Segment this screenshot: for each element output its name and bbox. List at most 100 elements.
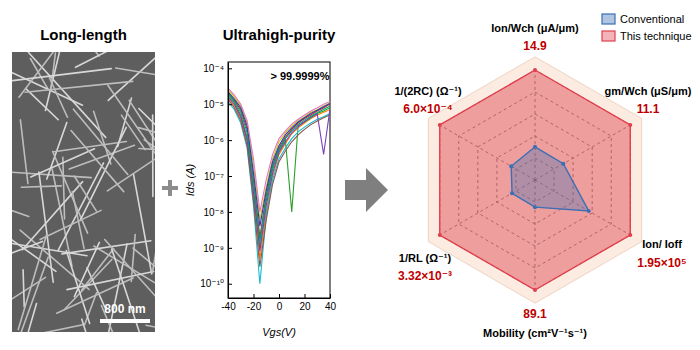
plus-sign [168,180,172,196]
plot-frame [228,62,330,298]
y-tick: 10⁻⁷ [204,171,232,182]
image-background [12,52,155,332]
transfer-curve [228,93,330,241]
nanowire [26,89,58,120]
radar-polygon [511,147,589,211]
data-label: 3.32×10⁻³ [398,269,452,283]
nanowire [76,52,138,67]
data-label: 11.1 [637,102,660,116]
legend: ConventionalThis technique [602,13,692,42]
nanowire [23,270,24,307]
grid-ring [440,70,631,290]
x-tick: 20 [299,294,311,312]
figure-svg: 800 nmLong-length-40-200204010⁻¹⁰10⁻⁹10⁻… [0,0,700,350]
y-axis-line [228,63,229,299]
nanowire [39,172,53,282]
data-label: 89.1 [523,307,547,321]
radar-vertex [533,68,537,72]
x-axis-title: Vgs(V) [262,326,296,338]
scale-bar-label: 800 nm [104,302,145,316]
radar-series [438,68,633,292]
x-tick-mark [254,294,255,298]
nanowire [45,52,69,111]
axis-label: Ion/ Ioff [642,238,682,250]
axis-label: 1/RL (Ω⁻¹) [399,252,452,264]
y-tick-mark [228,176,232,177]
y-tick: 10⁻⁹ [203,243,232,254]
nanowire [133,174,151,274]
y-tick-label: 10⁻⁶ [203,135,224,146]
nanowire [29,53,106,138]
nanowire [146,325,155,332]
nanowire [13,69,112,81]
x-axis-line [229,298,331,299]
radar-vertex [438,233,442,237]
arrow [345,168,388,212]
figure-container: 800 nmLong-length-40-200204010⁻¹⁰10⁻⁹10⁻… [0,0,700,350]
legend-label: This technique [620,30,692,42]
transfer-chart: -40-200204010⁻¹⁰10⁻⁹10⁻⁸10⁻⁷10⁻⁶10⁻⁵10⁻⁴ [200,62,336,312]
y-tick-mark [228,140,232,141]
nanowire [152,208,155,272]
image-panel: 800 nm [0,0,232,350]
nanowire [129,100,155,151]
radar-vertex [533,288,537,292]
x-tick-label: 20 [299,301,311,312]
y-tick-label: 10⁻⁷ [204,171,224,182]
panel-title: Long-length [40,26,127,43]
curves [228,88,330,284]
y-tick-mark [228,104,232,105]
x-tick-mark [279,294,280,298]
nanowire [20,120,28,184]
y-tick: 10⁻⁸ [203,207,232,218]
nanowire [22,182,82,250]
y-tick-label: 10⁻⁹ [203,243,224,254]
nanowire [139,109,155,146]
nanowire [94,246,155,303]
nanowire [31,149,95,177]
x-tick: 0 [277,294,283,312]
y-tick-mark [228,284,232,285]
legend-swatch [602,31,615,41]
y-tick-mark [228,68,232,69]
nanowires [12,52,155,332]
y-tick-mark [228,212,232,213]
x-tick-mark [330,294,331,298]
x-tick-mark [305,294,306,298]
nanowire [87,268,106,309]
axis-label: Mobility (cm²V⁻¹s⁻¹) [483,327,587,339]
nanowire [72,192,84,249]
x-tick-label: 40 [325,301,337,312]
transfer-curve [228,95,330,248]
radar-vertex [509,164,513,168]
nanowire [80,127,126,220]
radar-vertex [587,209,591,213]
transfer-curve [228,99,330,267]
axis-label: 1/(2RC) (Ω⁻¹) [394,85,462,97]
radar-vertex [533,145,537,149]
nanowire [20,230,89,289]
y-tick-label: 10⁻⁵ [203,99,224,110]
nanowire [152,115,154,197]
nanowire [63,157,65,218]
y-tick-label: 10⁻¹⁰ [200,278,224,289]
radar-vertex [510,191,514,195]
y-tick-label: 10⁻⁴ [203,63,224,74]
nanowire [74,176,96,211]
legend-swatch [602,14,615,24]
y-tick: 10⁻¹⁰ [200,278,232,289]
nanowire [108,85,155,179]
y-tick: 10⁻⁵ [203,99,232,110]
x-axis: -40-2002040 [221,294,336,312]
nanowire [12,172,91,178]
radar-vertex [561,162,565,166]
axis-label: gm/Wch (μS/μm) [605,85,692,97]
nanowire [73,109,127,174]
nanowire [107,151,155,191]
x-tick-label: -40 [221,301,236,312]
scale-bar [100,319,150,323]
data-label: 14.9 [523,39,547,53]
nanowire [25,81,133,92]
radar-vertex [533,205,537,209]
radar-vertex [628,123,632,127]
